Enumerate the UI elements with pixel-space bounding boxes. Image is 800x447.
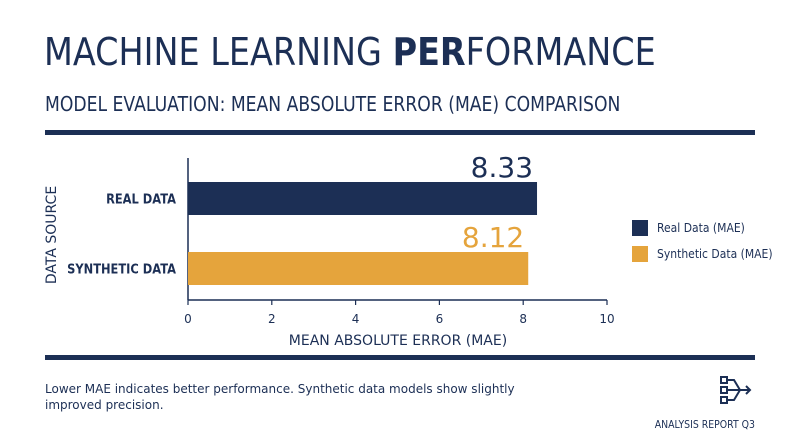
legend-item-real: Real Data (MAE) bbox=[632, 218, 785, 238]
bar-synthetic-data bbox=[188, 252, 529, 285]
bar-value-label: 8.12 bbox=[462, 221, 524, 254]
chart-legend: Real Data (MAE) Synthetic Data (MAE) bbox=[632, 218, 785, 270]
bar-value-label: 8.33 bbox=[471, 151, 533, 184]
legend-label-synthetic: Synthetic Data (MAE) bbox=[657, 247, 773, 261]
legend-label-real: Real Data (MAE) bbox=[657, 221, 745, 235]
legend-swatch-synthetic bbox=[632, 246, 648, 262]
legend-swatch-real bbox=[632, 220, 648, 236]
x-tick-label: 0 bbox=[184, 312, 192, 326]
x-tick-label: 8 bbox=[519, 312, 527, 326]
title-part-bold: PER bbox=[392, 30, 466, 74]
x-tick-label: 2 bbox=[268, 312, 276, 326]
x-axis-title: MEAN ABSOLUTE ERROR (MAE) bbox=[289, 333, 507, 349]
x-tick-label: 10 bbox=[599, 312, 614, 326]
top-divider bbox=[45, 130, 755, 135]
title-part-regular: MACHINE LEARNING bbox=[44, 30, 393, 74]
legend-item-synthetic: Synthetic Data (MAE) bbox=[632, 244, 785, 264]
y-axis-title: DATA SOURCE bbox=[44, 186, 60, 284]
category-label: REAL DATA bbox=[106, 192, 176, 207]
footnote: Lower MAE indicates better performance. … bbox=[45, 382, 515, 412]
page-subtitle: MODEL EVALUATION: MEAN ABSOLUTE ERROR (M… bbox=[45, 92, 621, 116]
network-icon bbox=[720, 376, 752, 404]
page-title: MACHINE LEARNING PERFORMANCE bbox=[44, 30, 678, 74]
x-tick-label: 6 bbox=[436, 312, 444, 326]
bottom-divider bbox=[45, 355, 755, 360]
bar-chart: 0 2 4 6 8 10 REAL DATA 8.33 SYNTHETIC DATA 8.12 ME… bbox=[44, 151, 615, 349]
category-label: SYNTHETIC DATA bbox=[67, 262, 176, 277]
x-tick-label: 4 bbox=[352, 312, 360, 326]
bar-real-data bbox=[188, 182, 538, 215]
title-part-regular-end: FORMANCE bbox=[465, 30, 656, 74]
report-label: ANALYSIS REPORT Q3 bbox=[654, 418, 755, 431]
